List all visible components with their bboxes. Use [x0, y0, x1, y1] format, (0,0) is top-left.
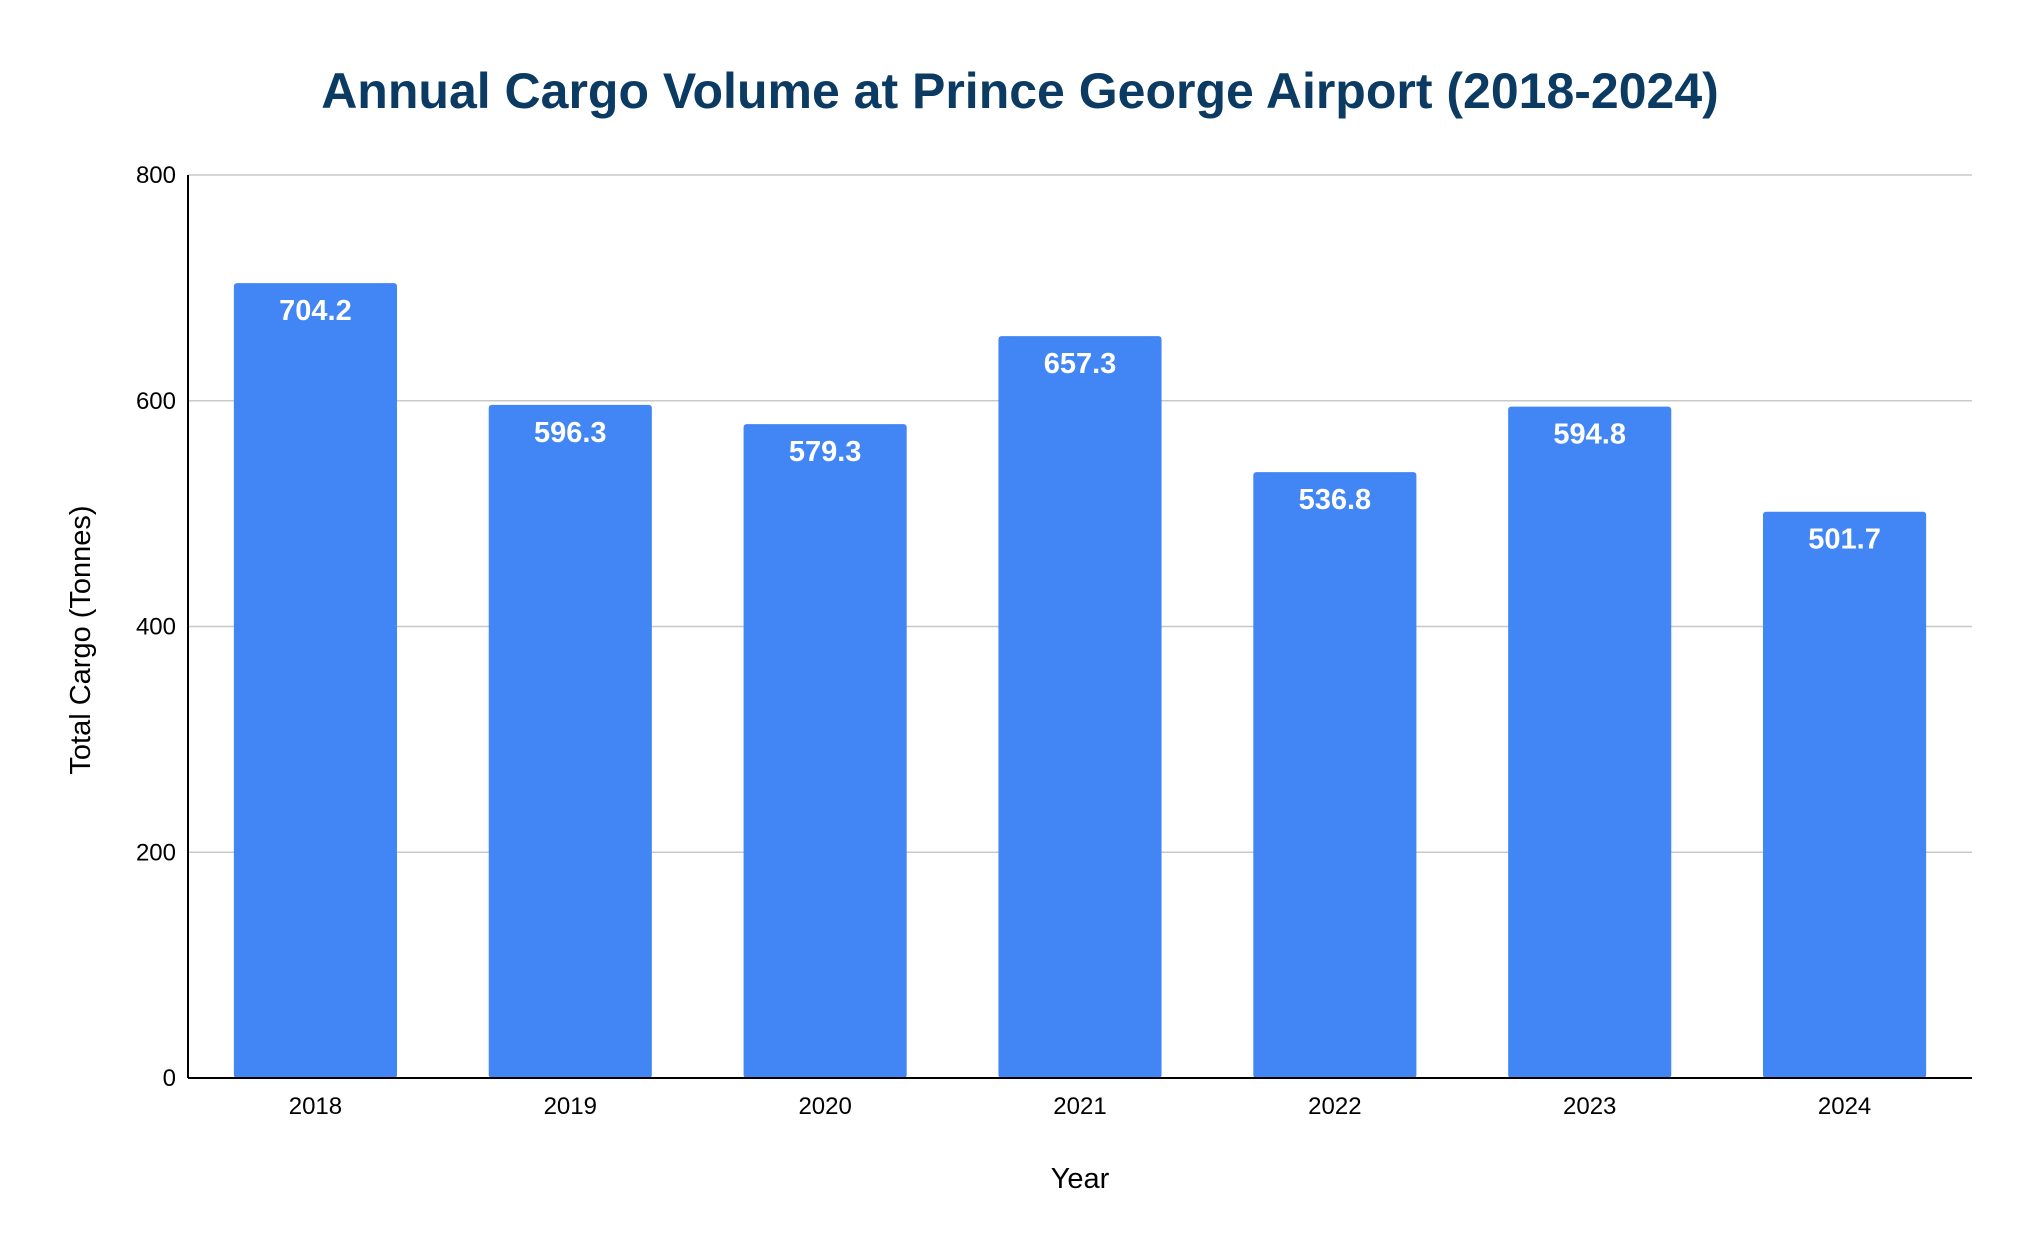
bar-2023	[1508, 406, 1672, 1078]
data-label-2022: 536.8	[1299, 484, 1372, 516]
bars	[233, 283, 1927, 1078]
x-tick-label-2022: 2022	[1308, 1093, 1361, 1120]
data-labels: 704.2 596.3 579.3 657.3 536.8 594.8 501.7	[279, 295, 1881, 556]
bar-2020	[743, 424, 907, 1078]
y-tick-label: 0	[163, 1065, 176, 1092]
x-tick-label-2020: 2020	[798, 1093, 851, 1120]
data-label-2018: 704.2	[279, 295, 352, 327]
x-tick-label-2023: 2023	[1563, 1093, 1616, 1120]
bar-2022	[1253, 472, 1417, 1078]
data-label-2020: 579.3	[789, 436, 862, 468]
data-label-2019: 596.3	[534, 417, 607, 449]
data-label-2024: 501.7	[1808, 524, 1881, 556]
y-axis-ticks: 0 200 400 600 800	[136, 162, 176, 1092]
x-tick-label-2024: 2024	[1818, 1093, 1871, 1120]
data-label-2023: 594.8	[1553, 419, 1626, 451]
bar-2021	[998, 336, 1162, 1078]
chart-title: Annual Cargo Volume at Prince George Air…	[321, 63, 1719, 119]
bar-2019	[488, 404, 652, 1078]
bar-2024	[1763, 511, 1927, 1078]
y-axis-title: Total Cargo (Tonnes)	[65, 505, 97, 774]
y-tick-label: 600	[136, 388, 176, 415]
x-tick-label-2021: 2021	[1053, 1093, 1106, 1120]
y-tick-label: 400	[136, 614, 176, 641]
bar-2018	[233, 283, 397, 1078]
data-label-2021: 657.3	[1044, 348, 1117, 380]
x-tick-label-2019: 2019	[544, 1093, 597, 1120]
y-tick-label: 800	[136, 162, 176, 189]
x-axis-title: Year	[1051, 1163, 1110, 1195]
x-tick-label-2018: 2018	[289, 1093, 342, 1120]
x-axis-ticks: 2018 2019 2020 2021 2022 2023 2024	[289, 1093, 1872, 1120]
y-tick-label: 200	[136, 839, 176, 866]
